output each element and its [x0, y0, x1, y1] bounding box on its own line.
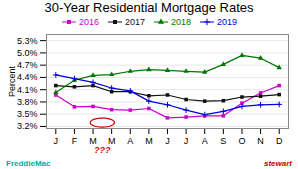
- svg-text:D: D: [276, 136, 283, 146]
- html-text:2016: 2016: [78, 17, 99, 27]
- svg-text:4.1%: 4.1%: [17, 85, 38, 95]
- svg-text:Percent: Percent: [7, 65, 17, 97]
- svg-text:3.8%: 3.8%: [17, 97, 38, 107]
- html-text:stewart: stewart: [264, 159, 292, 168]
- svg-text:3.2%: 3.2%: [17, 121, 38, 131]
- svg-text:M: M: [145, 136, 153, 146]
- html-text:2018: 2018: [171, 17, 191, 27]
- svg-text:A: A: [202, 136, 208, 146]
- svg-text:4.7%: 4.7%: [17, 60, 38, 70]
- svg-text:M: M: [108, 136, 116, 146]
- svg-text:M: M: [89, 136, 97, 146]
- svg-text:J: J: [54, 136, 59, 146]
- svg-text:5.3%: 5.3%: [17, 36, 38, 46]
- svg-text:A: A: [127, 136, 133, 146]
- svg-text:J: J: [184, 136, 189, 146]
- html-text:FreddieMac: FreddieMac: [6, 159, 51, 168]
- html-text:2019: 2019: [217, 17, 238, 27]
- svg-text:J: J: [165, 136, 170, 146]
- html-text:30-Year Residential Mortgage R: 30-Year Residential Mortgage Rates: [44, 0, 254, 15]
- svg-text:S: S: [220, 136, 226, 146]
- svg-text:O: O: [238, 136, 245, 146]
- svg-text:F: F: [72, 136, 78, 146]
- svg-text:5.0%: 5.0%: [17, 48, 38, 58]
- svg-text:???: ???: [94, 145, 111, 155]
- svg-text:4.4%: 4.4%: [17, 72, 38, 82]
- svg-text:3.5%: 3.5%: [17, 109, 38, 119]
- html-text:2017: 2017: [125, 17, 145, 27]
- svg-text:N: N: [257, 136, 264, 146]
